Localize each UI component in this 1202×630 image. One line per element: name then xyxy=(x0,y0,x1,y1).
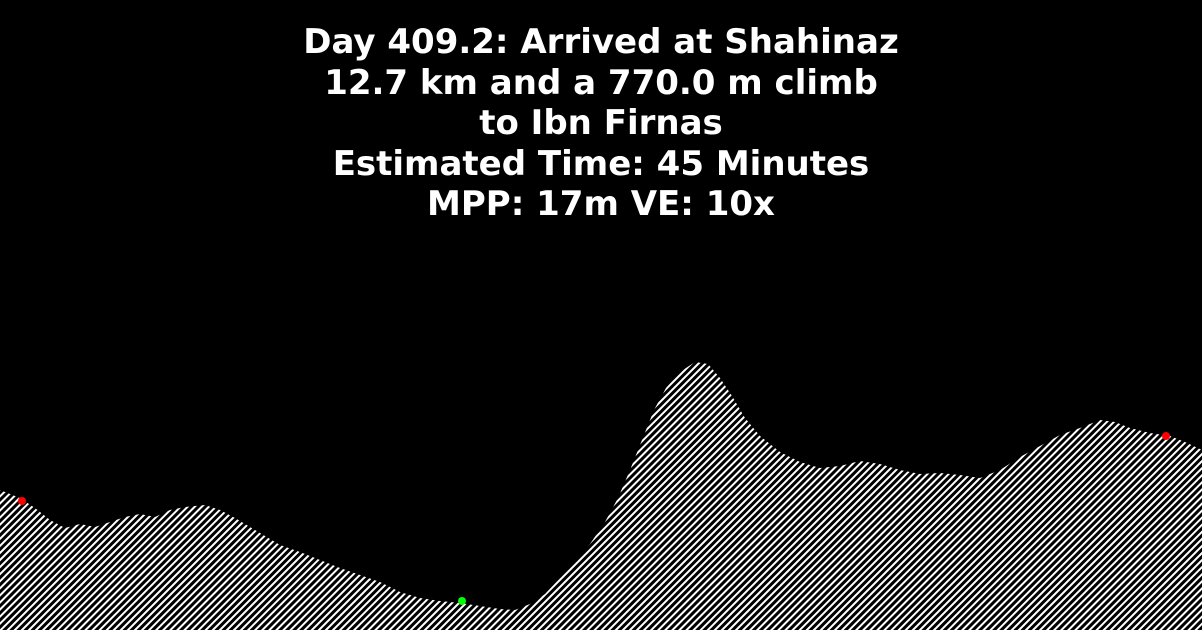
destination-line: to Ibn Firnas xyxy=(479,103,723,143)
scale-info-line: MPP: 17m VE: 10x xyxy=(427,184,775,224)
day-status-line: Day 409.2: Arrived at Shahinaz xyxy=(303,22,899,62)
route-summary: Day 409.2: Arrived at Shahinaz 12.7 km a… xyxy=(0,22,1202,225)
estimated-time-line: Estimated Time: 45 Minutes xyxy=(332,143,870,184)
destination-marker xyxy=(1162,432,1170,440)
start-marker xyxy=(18,497,26,505)
current-position-marker xyxy=(458,597,466,605)
terrain-fill xyxy=(0,362,1202,630)
distance-climb-line: 12.7 km and a 770.0 m climb xyxy=(324,62,878,103)
